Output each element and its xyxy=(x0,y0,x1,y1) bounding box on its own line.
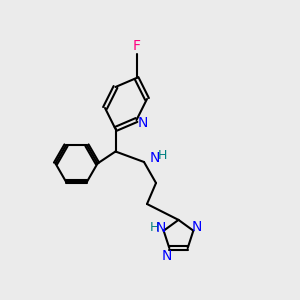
Text: N: N xyxy=(137,116,148,130)
Text: N: N xyxy=(155,221,166,235)
Text: N: N xyxy=(162,249,172,262)
Text: F: F xyxy=(133,40,140,53)
Text: H: H xyxy=(150,221,159,234)
Text: N: N xyxy=(191,220,202,234)
Text: H: H xyxy=(157,149,167,162)
Text: N: N xyxy=(149,152,160,165)
